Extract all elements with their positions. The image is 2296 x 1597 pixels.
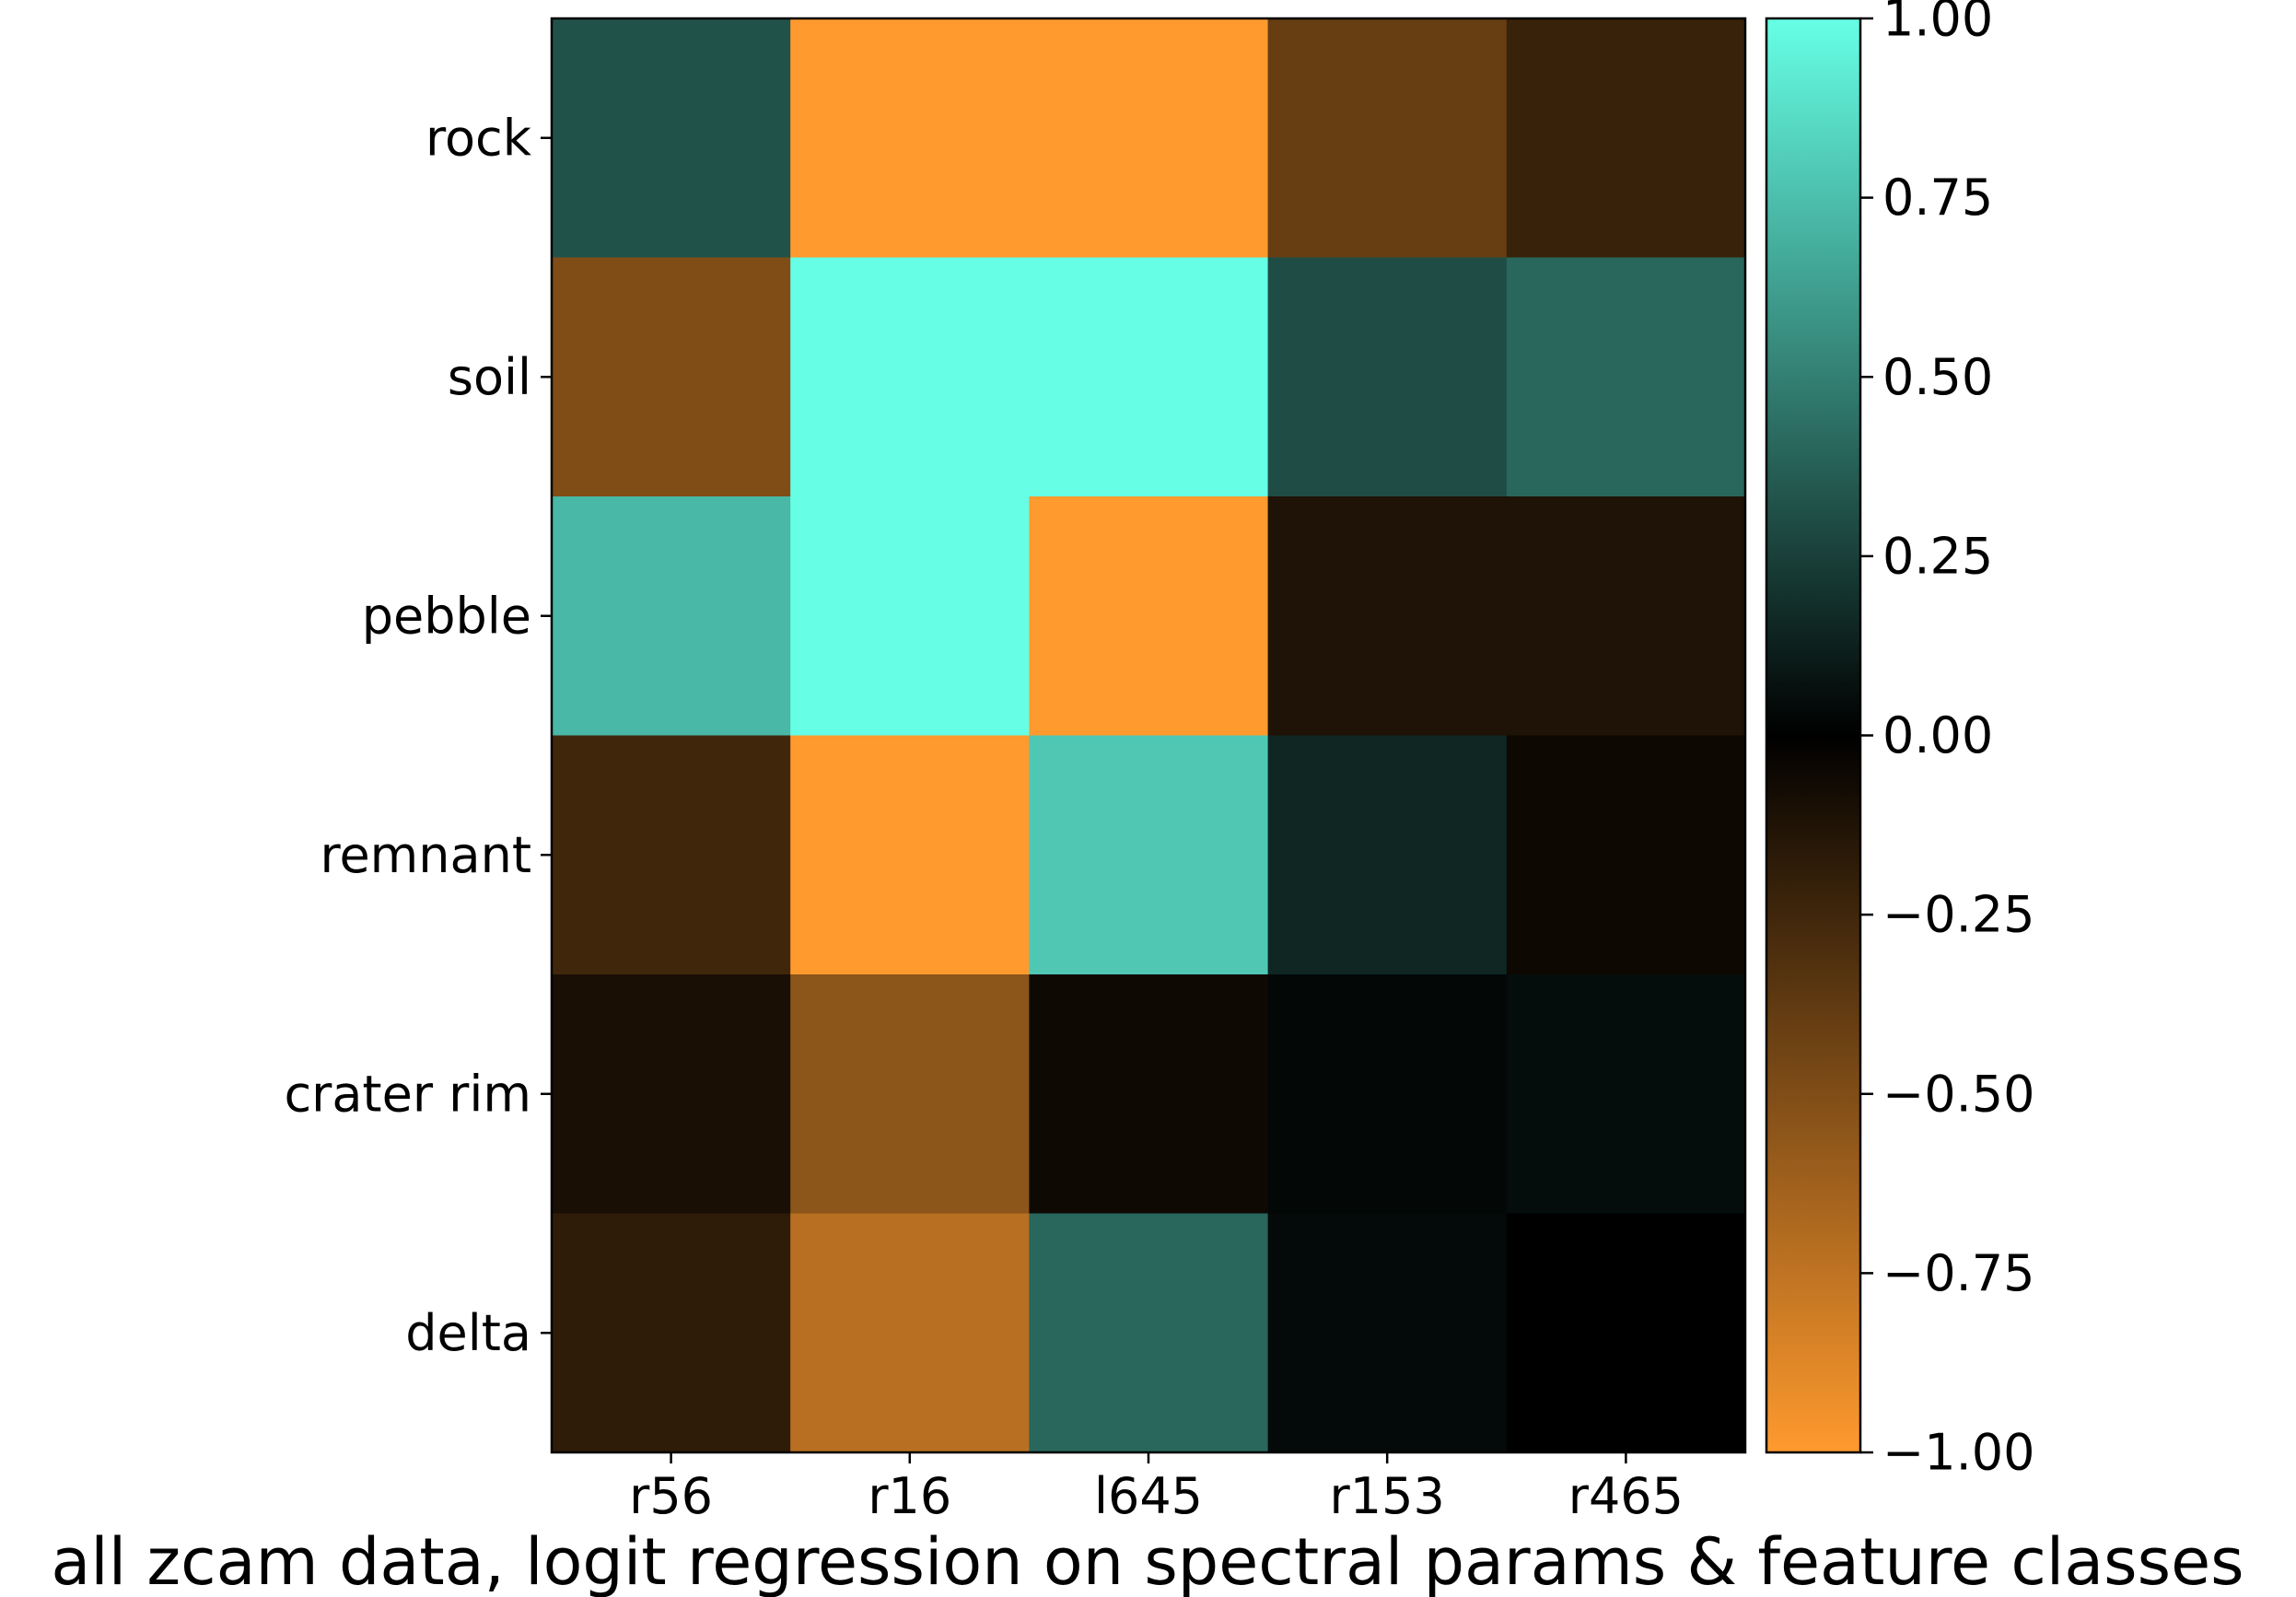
colorbar-tick-label: −0.25: [1882, 886, 2034, 944]
y-axis: rock soil pebble remnant crater rim delta: [284, 109, 552, 1362]
chart-title: all zcam data, logit regression on spect…: [51, 1524, 2244, 1597]
colorbar: [1765, 17, 1862, 1454]
heatmap-cell-delta-r465: [1506, 1213, 1746, 1453]
colorbar-tick-label: 0.50: [1882, 348, 1993, 406]
heatmap-cell-pebble-r16: [790, 496, 1030, 737]
heatmap-cell-remnant-r16: [790, 735, 1030, 975]
heatmap-cell-rock-r16: [790, 18, 1030, 259]
heatmap-cell-soil-r153: [1267, 257, 1508, 497]
heatmap-cell-soil-r56: [552, 257, 791, 497]
colorbar-tick-label: −0.50: [1882, 1065, 2034, 1123]
x-tick-label-r153: r153: [1330, 1467, 1445, 1525]
y-tick-label-remnant: remnant: [320, 826, 531, 884]
y-tick-label-soil: soil: [448, 348, 531, 406]
heatmap-cell-crater-rim-r16: [790, 974, 1030, 1215]
heatmap-cell-pebble-l645: [1029, 496, 1269, 737]
heatmap-cell-delta-l645: [1029, 1213, 1269, 1453]
heatmap-cell-pebble-r56: [552, 496, 791, 737]
heatmap-cell-delta-r56: [552, 1213, 791, 1453]
heatmap-cell-delta-r16: [790, 1213, 1030, 1453]
colorbar-tick-label: 0.00: [1882, 706, 1993, 764]
colorbar-tick-label: 0.75: [1882, 169, 1993, 227]
y-tick-label-crater-rim: crater rim: [284, 1065, 531, 1123]
heatmap-cell-crater-rim-l645: [1029, 974, 1269, 1215]
colorbar-axis: 1.00 0.75 0.50 0.25 0.00 −0.25 −0.50 −0.75 −1.00: [1860, 0, 2034, 1482]
heatmap-cells: [552, 18, 1746, 1453]
y-tick-label-pebble: pebble: [362, 587, 531, 645]
x-tick-label-r465: r465: [1568, 1467, 1684, 1525]
heatmap-cell-pebble-r465: [1506, 496, 1746, 737]
x-tick-label-l645: l645: [1094, 1467, 1203, 1525]
heatmap-cell-rock-l645: [1029, 18, 1269, 259]
y-tick-label-delta: delta: [405, 1304, 531, 1362]
heatmap-cell-crater-rim-r153: [1267, 974, 1508, 1215]
heatmap-cell-delta-r153: [1267, 1213, 1508, 1453]
heatmap-cell-rock-r153: [1267, 18, 1508, 259]
colorbar-tick-label: 0.25: [1882, 527, 1993, 585]
heatmap-cell-rock-r465: [1506, 18, 1746, 259]
heatmap-cell-soil-l645: [1029, 257, 1269, 497]
heatmap-cell-crater-rim-r56: [552, 974, 791, 1215]
heatmap-cell-soil-r16: [790, 257, 1030, 497]
colorbar-tick-label: −1.00: [1882, 1424, 2034, 1482]
x-tick-label-r56: r56: [629, 1467, 713, 1525]
x-axis: r56 r16 l645 r153 r465: [629, 1452, 1684, 1525]
x-tick-label-r16: r16: [868, 1467, 951, 1525]
y-tick-label-rock: rock: [425, 109, 532, 167]
heatmap-cell-crater-rim-r465: [1506, 974, 1746, 1215]
heatmap-cell-remnant-l645: [1029, 735, 1269, 975]
heatmap-cell-rock-r56: [552, 18, 791, 259]
heatmap-cell-remnant-r56: [552, 735, 791, 975]
colorbar-tick-label: −0.75: [1882, 1244, 2034, 1302]
heatmap-cell-soil-r465: [1506, 257, 1746, 497]
colorbar-tick-label: 1.00: [1882, 0, 1993, 48]
heatmap-cell-remnant-r465: [1506, 735, 1746, 975]
heatmap-cell-remnant-r153: [1267, 735, 1508, 975]
heatmap-cell-pebble-r153: [1267, 496, 1508, 737]
